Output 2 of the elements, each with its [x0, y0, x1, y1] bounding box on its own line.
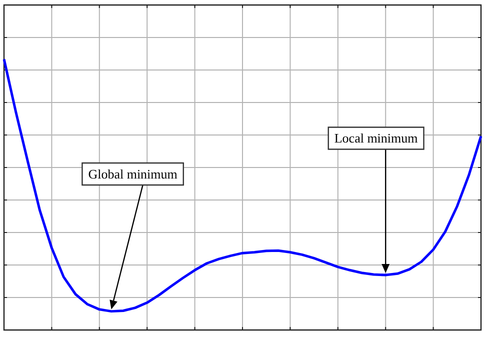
annotation: Global minimum [88, 166, 178, 182]
annotation: Local minimum [334, 130, 418, 146]
